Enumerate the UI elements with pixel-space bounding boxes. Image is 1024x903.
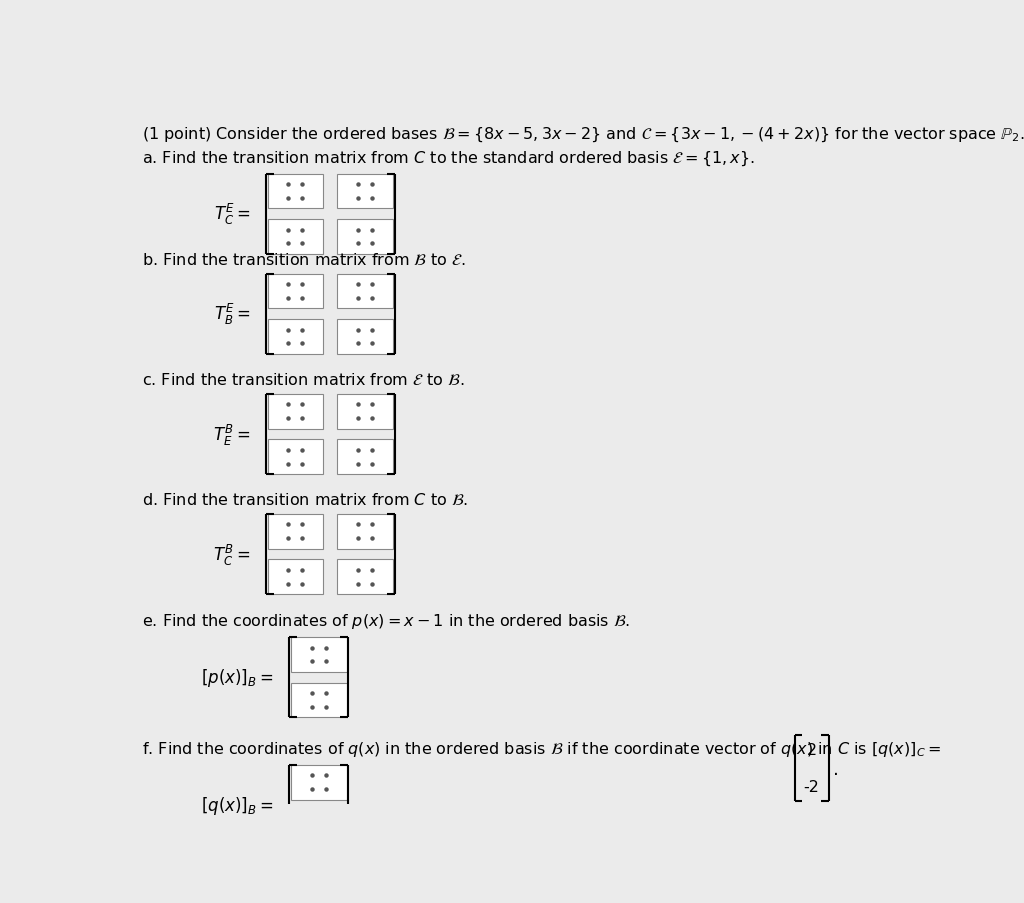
FancyBboxPatch shape [267, 220, 324, 255]
Text: b. Find the transition matrix from $\mathcal{B}$ to $\mathcal{E}$.: b. Find the transition matrix from $\mat… [142, 251, 466, 267]
Text: 2: 2 [807, 742, 816, 758]
FancyBboxPatch shape [267, 440, 324, 474]
FancyBboxPatch shape [337, 174, 393, 209]
FancyBboxPatch shape [337, 395, 393, 429]
Text: d. Find the transition matrix from $C$ to $\mathcal{B}$.: d. Find the transition matrix from $C$ t… [142, 491, 468, 507]
Text: c. Find the transition matrix from $\mathcal{E}$ to $\mathcal{B}$.: c. Find the transition matrix from $\mat… [142, 371, 465, 387]
Text: f. Find the coordinates of $q(x)$ in the ordered basis $\mathcal{B}$ if the coor: f. Find the coordinates of $q(x)$ in the… [142, 739, 941, 758]
FancyBboxPatch shape [291, 683, 346, 718]
FancyBboxPatch shape [291, 765, 346, 800]
FancyBboxPatch shape [337, 275, 393, 309]
FancyBboxPatch shape [267, 174, 324, 209]
FancyBboxPatch shape [337, 515, 393, 549]
FancyBboxPatch shape [291, 638, 346, 672]
Text: -2: -2 [804, 779, 819, 795]
FancyBboxPatch shape [337, 220, 393, 255]
FancyBboxPatch shape [337, 320, 393, 355]
Text: $[q(x)]_B =$: $[q(x)]_B =$ [202, 795, 273, 816]
FancyBboxPatch shape [267, 515, 324, 549]
FancyBboxPatch shape [337, 560, 393, 594]
Text: $T_E^B =$: $T_E^B =$ [213, 422, 251, 447]
Text: $[p(x)]_B =$: $[p(x)]_B =$ [202, 666, 273, 688]
Text: $T_C^B =$: $T_C^B =$ [213, 542, 251, 567]
FancyBboxPatch shape [267, 275, 324, 309]
Text: a. Find the transition matrix from $C$ to the standard ordered basis $\mathcal{E: a. Find the transition matrix from $C$ t… [142, 150, 755, 168]
FancyBboxPatch shape [291, 811, 346, 845]
FancyBboxPatch shape [267, 320, 324, 355]
Text: e. Find the coordinates of $p(x) = x - 1$ in the ordered basis $\mathcal{B}$.: e. Find the coordinates of $p(x) = x - 1… [142, 611, 630, 630]
Text: $T_B^E =$: $T_B^E =$ [214, 302, 251, 327]
FancyBboxPatch shape [337, 440, 393, 474]
FancyBboxPatch shape [267, 560, 324, 594]
Text: (1 point) Consider the ordered bases $\mathcal{B} = \{8x - 5, 3x - 2\}$ and $\ma: (1 point) Consider the ordered bases $\m… [142, 126, 1024, 144]
FancyBboxPatch shape [267, 395, 324, 429]
Text: $T_C^E =$: $T_C^E =$ [214, 202, 251, 227]
Text: .: . [834, 759, 839, 777]
